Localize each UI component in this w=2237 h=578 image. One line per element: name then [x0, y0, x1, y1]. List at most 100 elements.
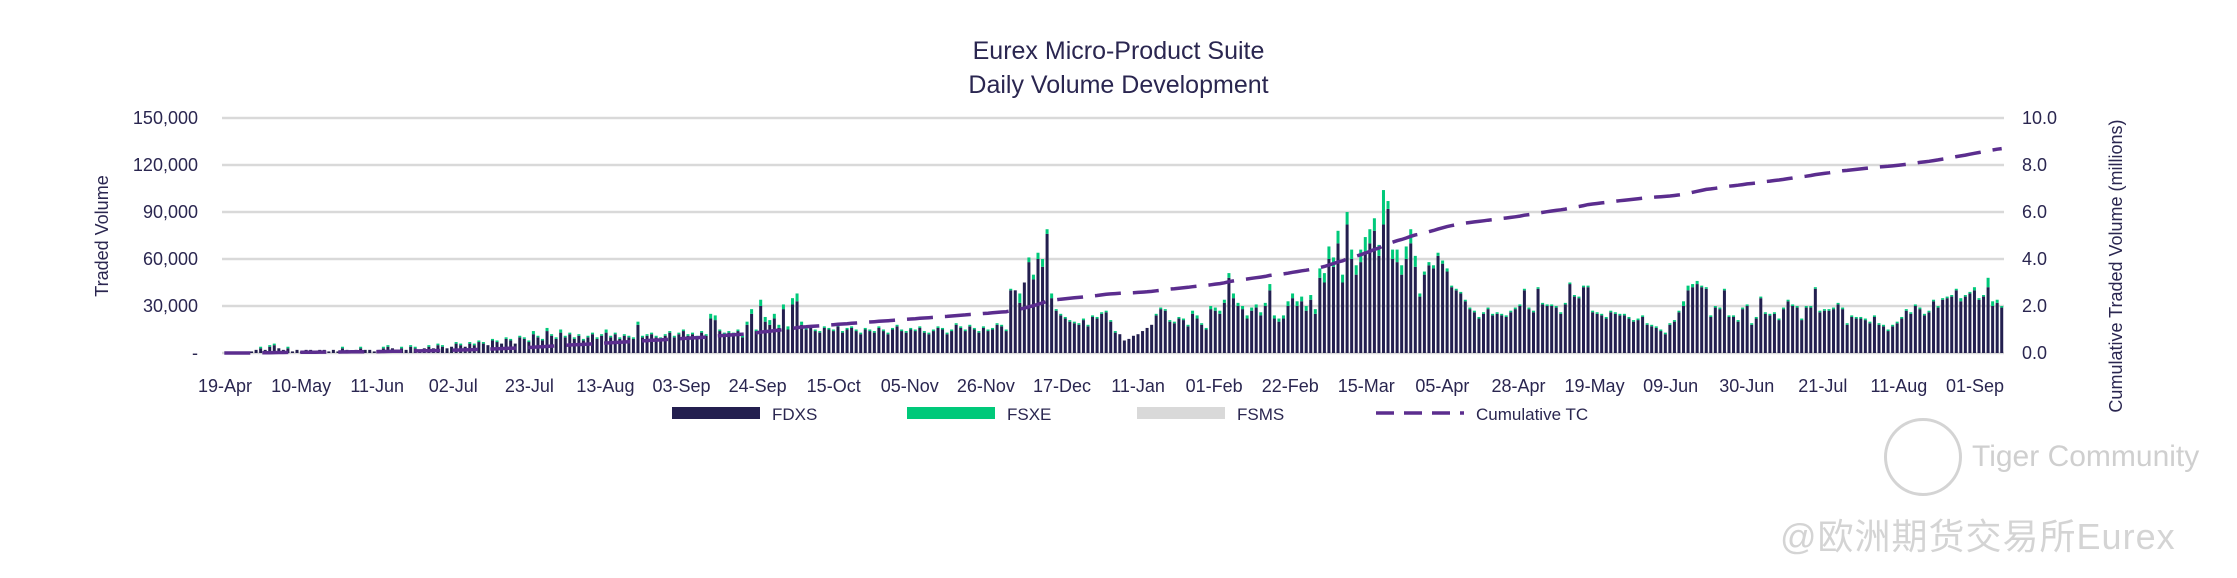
bar-fdxs: [1477, 318, 1481, 353]
x-tick-label: 01-Sep: [1946, 376, 2004, 396]
bar-fdxs: [627, 337, 631, 353]
bar-fsxe: [522, 337, 526, 339]
bar-fdxs: [677, 334, 681, 353]
bar-fsxe: [1818, 310, 1822, 313]
bar-fdxs: [1782, 309, 1786, 353]
bar-fdxs: [686, 335, 690, 353]
bar-fsxe: [1286, 301, 1290, 306]
bar-fsxe: [677, 332, 681, 335]
x-tick-label: 02-Jul: [429, 376, 478, 396]
bar-fsxe: [1959, 298, 1963, 302]
bar-fsxe: [1650, 324, 1654, 327]
bar-fsxe: [709, 313, 713, 319]
bar-fsxe: [518, 335, 522, 338]
bar-fsxe: [627, 335, 631, 338]
x-tick-label: 28-Apr: [1491, 376, 1545, 396]
legend-item-fsxe: FSXE: [907, 405, 1051, 424]
bar-fdxs: [372, 351, 376, 353]
bar-fsxe: [881, 329, 885, 332]
bar-fsxe: [1718, 307, 1722, 310]
bar-fsxe: [1272, 315, 1276, 319]
x-tick-label: 15-Mar: [1338, 376, 1395, 396]
bar-fsxe: [1309, 295, 1313, 300]
bar-fsxe: [791, 298, 795, 305]
bar-fsxe: [1277, 318, 1281, 322]
bar-fdxs: [1972, 290, 1976, 353]
bar-fdxs: [1795, 307, 1799, 353]
bar-fdxs: [1013, 290, 1017, 353]
bar-fdxs: [841, 332, 845, 353]
bar-fdxs: [1913, 306, 1917, 353]
bar-fsxe: [1550, 304, 1554, 306]
bar-fdxs: [1813, 288, 1817, 353]
bar-fsxe: [1832, 307, 1836, 310]
bar-fdxs: [1982, 296, 1986, 353]
bar-fdxs: [1054, 310, 1058, 353]
bar-fdxs: [1322, 282, 1326, 353]
bar-fsxe: [845, 327, 849, 330]
bar-fdxs: [1200, 324, 1204, 353]
bar-fsxe: [1163, 309, 1167, 311]
bar-fsxe: [1922, 313, 1926, 316]
bar-fdxs: [1618, 315, 1622, 353]
bar-fdxs: [1109, 321, 1113, 353]
bar-fdxs: [1791, 306, 1795, 353]
bar-fdxs: [1722, 290, 1726, 353]
bar-fdxs: [1832, 309, 1836, 353]
bar-fdxs: [1922, 315, 1926, 353]
bar-fdxs: [1445, 271, 1449, 353]
bar-fsxe: [1386, 201, 1390, 209]
bar-fdxs: [1304, 310, 1308, 353]
bar-fdxs: [1100, 313, 1104, 353]
bar-fsxe: [409, 345, 413, 347]
bar-fdxs: [1309, 299, 1313, 353]
bar-fdxs: [1750, 324, 1754, 353]
legend-label: FSXE: [1007, 405, 1051, 424]
x-tick-label: 10-May: [271, 376, 331, 396]
y2-tick-label: 0.0: [2022, 343, 2047, 363]
bar-fsxe: [1591, 310, 1595, 313]
bar-fsxe: [768, 320, 772, 325]
bar-fdxs: [650, 334, 654, 353]
bar-fdxs: [777, 327, 781, 353]
bar-fdxs: [295, 349, 299, 353]
bar-fsxe: [1109, 320, 1113, 322]
bar-fsxe: [1927, 310, 1931, 313]
bar-fsxe: [1559, 312, 1563, 314]
bar-fsxe: [1604, 316, 1608, 319]
bar-fdxs: [1768, 315, 1772, 353]
bar-fsxe: [1895, 321, 1899, 324]
bar-fdxs: [554, 338, 558, 353]
bar-fdxs: [718, 331, 722, 353]
bar-fdxs: [1145, 327, 1149, 353]
bar-fsxe: [631, 337, 635, 339]
bar-fdxs: [1250, 310, 1254, 353]
bar-fdxs: [1491, 315, 1495, 353]
bar-fdxs: [1263, 306, 1267, 353]
bar-fdxs: [700, 332, 704, 353]
bar-fdxs: [845, 329, 849, 353]
bar-fsxe: [1659, 329, 1663, 332]
bar-fsxe: [1463, 299, 1467, 302]
bar-fsxe: [1741, 307, 1745, 310]
bar-fdxs: [1527, 309, 1531, 353]
y-tick-label: 90,000: [143, 202, 198, 222]
bar-fdxs: [1882, 326, 1886, 353]
bar-fsxe: [1454, 288, 1458, 291]
x-tick-label: 11-Aug: [1871, 376, 1928, 396]
bar-fdxs: [1395, 262, 1399, 353]
bar-fdxs: [1891, 326, 1895, 353]
bar-fdxs: [1686, 290, 1690, 353]
bar-fdxs: [1545, 306, 1549, 353]
bar-fsxe: [1904, 309, 1908, 311]
bar-fsxe: [977, 331, 981, 333]
bar-fsxe: [1486, 307, 1490, 310]
bar-fdxs: [1568, 284, 1572, 353]
bar-fsxe: [1595, 312, 1599, 314]
bar-fdxs: [1763, 313, 1767, 353]
bar-fdxs: [868, 331, 872, 353]
bar-fdxs: [1341, 282, 1345, 353]
bar-fdxs: [977, 332, 981, 353]
bar-fdxs: [1291, 298, 1295, 353]
bar-fdxs: [1404, 259, 1408, 353]
